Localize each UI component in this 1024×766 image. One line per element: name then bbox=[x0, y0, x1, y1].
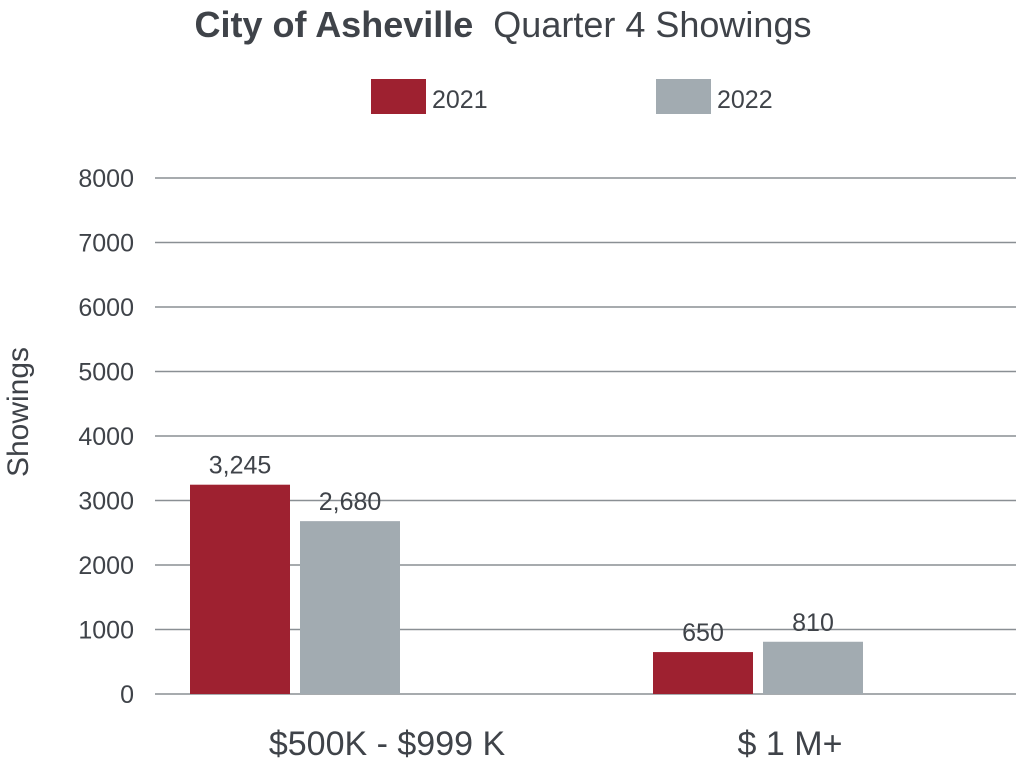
bar-2021-0 bbox=[190, 484, 290, 694]
x-tick-label: $500K - $999 K bbox=[269, 725, 506, 763]
legend-swatch-2022 bbox=[656, 79, 711, 114]
y-tick-label: 5000 bbox=[78, 359, 134, 387]
bars bbox=[190, 484, 863, 694]
bar-2021-1 bbox=[653, 652, 753, 694]
chart-title-light: Quarter 4 Showings bbox=[493, 4, 811, 45]
y-tick-label: 7000 bbox=[78, 230, 134, 258]
y-tick-label: 4000 bbox=[78, 423, 134, 451]
bar-2022-1 bbox=[763, 641, 863, 694]
y-tick-label: 2000 bbox=[78, 552, 134, 580]
chart-title: City of Asheville Quarter 4 Showings bbox=[195, 4, 812, 45]
bar-value-label: 650 bbox=[682, 619, 724, 647]
chart-title-bold: City of Asheville bbox=[195, 4, 474, 45]
y-tick-label: 1000 bbox=[78, 617, 134, 645]
bar-value-label: 2,680 bbox=[319, 488, 382, 516]
gridlines bbox=[155, 177, 1016, 695]
y-axis-ticks: 0 1000 2000 3000 4000 5000 6000 7000 8000 bbox=[78, 165, 134, 709]
bar-value-label: 810 bbox=[792, 609, 834, 637]
legend: 2021 2022 bbox=[371, 79, 773, 114]
x-axis-ticks: $500K - $999 K $ 1 M+ bbox=[269, 725, 843, 763]
data-labels: 3,245 650 2,680 810 bbox=[209, 452, 834, 647]
legend-swatch-2021 bbox=[371, 79, 426, 114]
bar-value-label: 3,245 bbox=[209, 452, 272, 480]
y-tick-label: 6000 bbox=[78, 294, 134, 322]
y-tick-label: 3000 bbox=[78, 488, 134, 516]
x-tick-label: $ 1 M+ bbox=[738, 725, 843, 763]
legend-label-2022: 2022 bbox=[717, 86, 773, 114]
legend-label-2021: 2021 bbox=[432, 86, 488, 114]
y-tick-label: 0 bbox=[120, 681, 134, 709]
bar-2022-0 bbox=[300, 521, 400, 694]
y-axis-label: Showings bbox=[2, 347, 35, 477]
y-tick-label: 8000 bbox=[78, 165, 134, 193]
